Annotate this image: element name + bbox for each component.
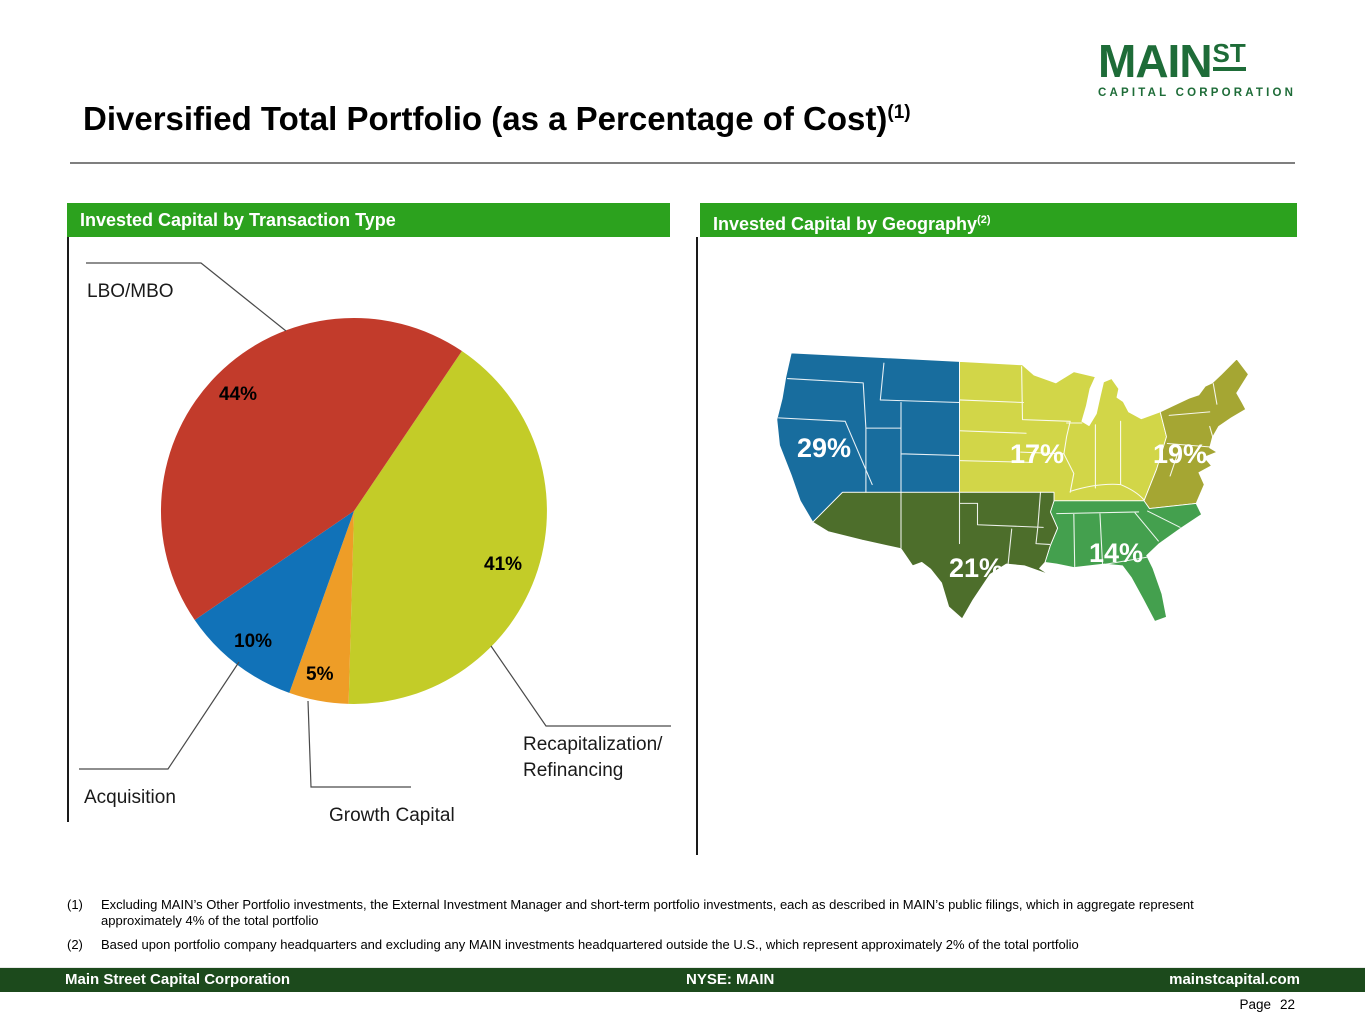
- map-pct-southwest: 21%: [949, 553, 1003, 583]
- pie-pct-recapitalization: 41%: [484, 554, 522, 575]
- page-number: Page 22: [1239, 997, 1295, 1012]
- leader-line-recapitalization: [490, 645, 671, 727]
- logo-subtitle: CAPITAL CORPORATION: [1098, 87, 1297, 99]
- pie-label-recapitalization-line2: Refinancing: [523, 760, 623, 781]
- footnote-2: (2) Based upon portfolio company headqua…: [67, 937, 1277, 953]
- footer-bar: Main Street Capital Corporation NYSE: MA…: [0, 967, 1365, 992]
- pie-label-recapitalization-line1: Recapitalization/: [523, 734, 663, 755]
- map-region-southwest: [812, 491, 1059, 620]
- left-panel-border: [67, 237, 69, 822]
- footnote-2-marker: (2): [67, 936, 83, 952]
- pie-label-acquisition: Acquisition: [84, 787, 176, 808]
- page-number-label: Page: [1239, 997, 1271, 1012]
- pie-slice-recapitalization: [348, 351, 547, 704]
- us-map: [776, 352, 1249, 622]
- page-title-text: Diversified Total Portfolio (as a Percen…: [83, 100, 888, 137]
- left-panel-header-text: Invested Capital by Transaction Type: [80, 210, 396, 230]
- footer-ticker: NYSE: MAIN: [686, 971, 775, 988]
- page-title: Diversified Total Portfolio (as a Percen…: [83, 100, 911, 138]
- leader-line-lbo-mbo: [86, 262, 287, 332]
- right-panel-header-text: Invested Capital by Geography: [713, 214, 978, 234]
- leader-line-acquisition: [79, 661, 240, 770]
- pie-slice-growth-capital: [289, 511, 354, 704]
- pie-pct-acquisition: 10%: [234, 631, 272, 652]
- right-panel-header: Invested Capital by Geography(2): [700, 203, 1297, 237]
- logo-st-text: ST: [1212, 40, 1246, 71]
- map-region-midwest: [959, 361, 1167, 502]
- title-underline: [70, 162, 1295, 164]
- logo-main-text: MAIN: [1098, 35, 1213, 87]
- company-logo: MAIN ST CAPITAL CORPORATION: [1098, 38, 1298, 99]
- pie-label-lbo-mbo: LBO/MBO: [87, 281, 174, 302]
- footnote-2-text: Based upon portfolio company headquarter…: [101, 936, 1079, 952]
- pie-slice-lbo-mbo: [160, 318, 462, 620]
- page-number-value: 22: [1279, 997, 1295, 1012]
- footer-website: mainstcapital.com: [1169, 971, 1300, 988]
- right-panel-header-superscript: (2): [977, 214, 991, 226]
- map-pct-southeast: 14%: [1089, 538, 1143, 568]
- map-pct-northeast: 19%: [1153, 439, 1207, 469]
- footnotes: (1) Excluding MAIN’s Other Portfolio inv…: [67, 897, 1277, 961]
- left-panel-header: Invested Capital by Transaction Type: [67, 203, 670, 237]
- pie-slice-acquisition: [194, 511, 354, 693]
- pie-pct-growth-capital: 5%: [306, 664, 334, 685]
- right-panel-border: [696, 237, 698, 855]
- geography-map-chart: 29% 17% 19% 21% 14%: [776, 352, 1249, 622]
- transaction-type-pie-chart: 44% 41% 10% 5% LBO/MBO Acquisition Growt…: [79, 262, 671, 826]
- pie-label-growth-capital: Growth Capital: [329, 805, 455, 826]
- page-title-superscript: (1): [887, 102, 911, 123]
- map-pct-west: 29%: [797, 433, 851, 463]
- footnote-1-marker: (1): [67, 897, 83, 912]
- pie-pct-lbo-mbo: 44%: [219, 384, 257, 405]
- map-pct-midwest: 17%: [1010, 439, 1064, 469]
- leader-line-growth-capital: [307, 700, 411, 788]
- state-border-lines: [778, 362, 1218, 568]
- footer-company-name: Main Street Capital Corporation: [65, 971, 291, 988]
- footnote-1: (1) Excluding MAIN’s Other Portfolio inv…: [67, 897, 1277, 929]
- footnote-1-text: Excluding MAIN’s Other Portfolio investm…: [101, 897, 1194, 928]
